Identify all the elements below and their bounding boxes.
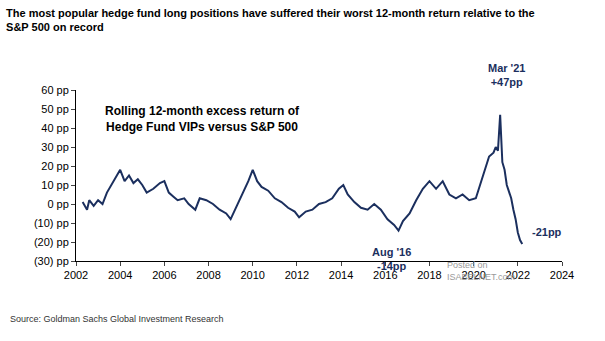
svg-text:40 pp: 40 pp: [41, 122, 69, 134]
svg-text:The most popular hedge fund lo: The most popular hedge fund long positio…: [6, 7, 535, 33]
svg-text:(20) pp: (20) pp: [34, 236, 69, 248]
svg-text:Aug '16-14pp: Aug '16-14pp: [372, 246, 411, 272]
svg-text:2008: 2008: [196, 269, 220, 281]
svg-text:Rolling 12-month excess return: Rolling 12-month excess return ofHedge F…: [105, 104, 300, 134]
svg-text:2002: 2002: [64, 269, 88, 281]
svg-text:Posted onISABELNET.com: Posted onISABELNET.com: [447, 260, 515, 282]
svg-text:-21pp: -21pp: [532, 226, 562, 238]
svg-text:10 pp: 10 pp: [41, 179, 69, 191]
svg-text:2014: 2014: [329, 269, 353, 281]
svg-text:Mar '21+47pp: Mar '21+47pp: [488, 62, 525, 88]
svg-text:2012: 2012: [285, 269, 309, 281]
svg-text:0 pp: 0 pp: [47, 198, 68, 210]
svg-text:50 pp: 50 pp: [41, 103, 69, 115]
svg-text:2006: 2006: [152, 269, 176, 281]
svg-text:(10) pp: (10) pp: [34, 217, 69, 229]
svg-text:2022: 2022: [506, 269, 530, 281]
svg-text:60 pp: 60 pp: [41, 84, 69, 96]
svg-text:2016: 2016: [373, 269, 397, 281]
svg-text:2024: 2024: [550, 269, 574, 281]
svg-text:2004: 2004: [108, 269, 132, 281]
svg-text:Source: Goldman Sachs Global I: Source: Goldman Sachs Global Investment …: [10, 314, 224, 324]
svg-text:2018: 2018: [417, 269, 441, 281]
svg-text:20 pp: 20 pp: [41, 160, 69, 172]
svg-text:(30) pp: (30) pp: [34, 255, 69, 267]
svg-text:2010: 2010: [240, 269, 264, 281]
svg-text:2020: 2020: [461, 269, 485, 281]
svg-text:30 pp: 30 pp: [41, 141, 69, 153]
